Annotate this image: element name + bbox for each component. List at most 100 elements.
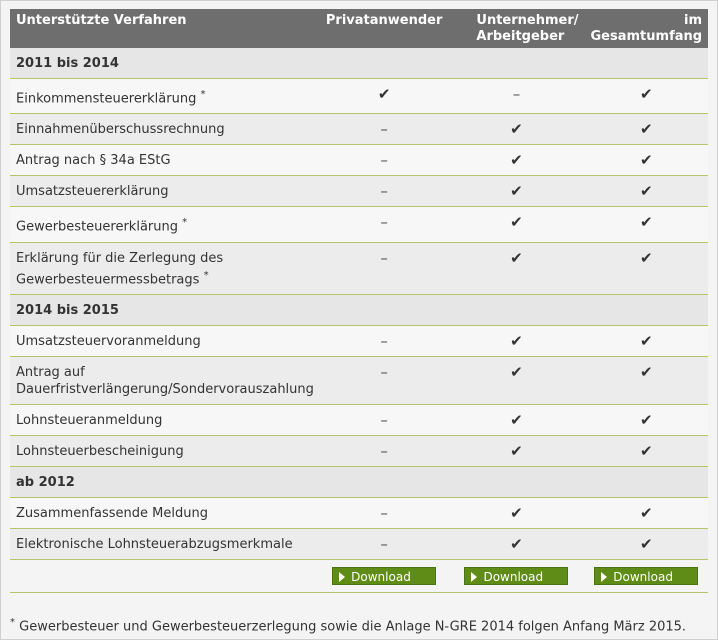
- table-row: Elektronische Lohnsteuerabzugsmerkmale – ✔…: [10, 528, 709, 560]
- check-icon: ✔: [448, 404, 585, 436]
- dash-icon: –: [319, 325, 449, 357]
- dash-icon: –: [319, 528, 449, 560]
- footnote: * Gewerbesteuer und Gewerbesteuerzerlegu…: [10, 617, 686, 634]
- procedure-label: Einkommensteuererklärung *: [10, 78, 320, 115]
- procedure-label: Lohnsteueranmeldung: [10, 404, 320, 436]
- check-icon: ✔: [584, 242, 709, 295]
- table-row: Lohnsteueranmeldung – ✔ ✔: [10, 404, 709, 436]
- header-full: im Gesamtumfang: [584, 9, 709, 48]
- table-row: Einkommensteuererklärung * ✔ – ✔: [10, 78, 709, 115]
- procedure-label: Antrag nach § 34a EStG: [10, 144, 320, 177]
- procedure-label: Antrag auf Dauerfristverlängerung/Sonder…: [10, 356, 320, 405]
- table-row: Einnahmenüberschussrechnung – ✔ ✔: [10, 113, 709, 146]
- procedure-label: Umsatzsteuervoranmeldung: [10, 325, 320, 357]
- dash-icon: –: [319, 113, 449, 146]
- check-icon: ✔: [448, 356, 585, 405]
- check-icon: ✔: [584, 325, 709, 357]
- download-label: Download: [483, 569, 544, 584]
- section-title: ab 2012: [10, 466, 709, 498]
- procedure-label: Umsatzsteuererklärung: [10, 175, 320, 208]
- check-icon: ✔: [448, 206, 585, 243]
- procedure-name: Antrag nach § 34a EStG: [16, 153, 171, 169]
- procedure-name: Erklärung für die Zerlegung des Gewerbes…: [16, 250, 224, 287]
- header-business: Unternehmer/ Arbeitgeber: [448, 9, 585, 48]
- table-row: Antrag auf Dauerfristverlängerung/Sonder…: [10, 356, 709, 405]
- procedure-label: Elektronische Lohnsteuerabzugsmerkmale: [10, 528, 320, 560]
- table-header: Unterstützte Verfahren Privatanwender Un…: [10, 9, 709, 48]
- check-icon: ✔: [448, 325, 585, 357]
- procedure-name: Elektronische Lohnsteuerabzugsmerkmale: [16, 536, 293, 552]
- footnote-text: Gewerbesteuer und Gewerbesteuerzerlegung…: [19, 619, 687, 635]
- section-row: 2011 bis 2014: [10, 48, 709, 79]
- check-icon: ✔: [584, 113, 709, 146]
- download-label: Download: [613, 569, 673, 584]
- dash-icon: –: [319, 497, 449, 529]
- play-arrow-icon: [339, 571, 346, 582]
- dash-icon: –: [319, 206, 449, 243]
- check-icon: ✔: [584, 528, 709, 560]
- dash-icon: –: [319, 435, 449, 467]
- check-icon: ✔: [448, 528, 585, 560]
- check-icon: ✔: [448, 242, 585, 295]
- section-title: 2011 bis 2014: [10, 48, 709, 79]
- table-row: Erklärung für die Zerlegung des Gewerbes…: [10, 242, 709, 295]
- table-row: Zusammenfassende Meldung – ✔ ✔: [10, 497, 709, 529]
- header-procedures: Unterstützte Verfahren: [10, 9, 320, 48]
- procedure-label: Gewerbesteuererklärung *: [10, 206, 320, 243]
- asterisk: *: [203, 269, 209, 281]
- check-icon: ✔: [584, 404, 709, 436]
- procedure-name: Lohnsteuerbescheinigung: [16, 443, 184, 459]
- table-row: Lohnsteuerbescheinigung – ✔ ✔: [10, 435, 709, 467]
- section-row: ab 2012: [10, 466, 709, 498]
- table-row: Antrag nach § 34a EStG – ✔ ✔: [10, 144, 709, 177]
- procedure-name: Umsatzsteuererklärung: [16, 184, 169, 200]
- table-row: Gewerbesteuererklärung * – ✔ ✔: [10, 206, 709, 243]
- asterisk: *: [182, 217, 188, 229]
- dash-icon: –: [319, 356, 449, 405]
- check-icon: ✔: [448, 144, 585, 177]
- dash-icon: –: [319, 144, 449, 177]
- dash-icon: –: [319, 242, 449, 295]
- header-private: Privatanwender: [319, 9, 449, 48]
- check-icon: ✔: [448, 497, 585, 529]
- download-label: Download: [351, 569, 411, 584]
- procedure-name: Lohnsteueranmeldung: [16, 412, 163, 428]
- procedure-label: Einnahmenüberschussrechnung: [10, 113, 320, 146]
- section-title: 2014 bis 2015: [10, 294, 709, 326]
- procedure-name: Gewerbesteuererklärung: [16, 219, 178, 235]
- check-icon: ✔: [448, 435, 585, 467]
- check-icon: ✔: [584, 206, 709, 243]
- section-row: 2014 bis 2015: [10, 294, 709, 326]
- procedure-name: Umsatzsteuervoranmeldung: [16, 333, 201, 349]
- procedure-name: Einnahmenüberschussrechnung: [16, 122, 225, 138]
- table-row: Umsatzsteuervoranmeldung – ✔ ✔: [10, 325, 709, 357]
- check-icon: ✔: [448, 113, 585, 146]
- play-arrow-icon: [471, 571, 478, 582]
- check-icon: ✔: [584, 175, 709, 208]
- check-icon: ✔: [584, 435, 709, 467]
- check-icon: ✔: [584, 356, 709, 405]
- download-button[interactable]: Download: [594, 566, 699, 585]
- check-icon: ✔: [584, 78, 709, 115]
- download-button[interactable]: Download: [332, 566, 437, 585]
- asterisk: *: [200, 89, 206, 100]
- download-row: Download Download Download: [10, 559, 709, 593]
- procedure-name: Antrag auf Dauerfristverlängerung/Sonder…: [16, 364, 314, 397]
- dash-icon: –: [448, 78, 585, 115]
- check-icon: ✔: [584, 144, 709, 177]
- procedure-name: Einkommensteuererklärung: [16, 91, 197, 107]
- footnote-star: *: [10, 617, 15, 628]
- table-row: Umsatzsteuererklärung – ✔ ✔: [10, 175, 709, 208]
- procedure-label: Erklärung für die Zerlegung des Gewerbes…: [10, 242, 320, 295]
- check-icon: ✔: [319, 78, 449, 115]
- play-arrow-icon: [601, 571, 608, 582]
- dash-icon: –: [319, 404, 449, 436]
- procedure-label: Zusammenfassende Meldung: [10, 497, 320, 529]
- procedures-table: Unterstützte Verfahren Privatanwender Un…: [10, 9, 709, 593]
- download-button[interactable]: Download: [464, 566, 569, 585]
- check-icon: ✔: [448, 175, 585, 208]
- procedure-label: Lohnsteuerbescheinigung: [10, 435, 320, 467]
- check-icon: ✔: [584, 497, 709, 529]
- procedure-name: Zusammenfassende Meldung: [16, 505, 208, 521]
- dash-icon: –: [319, 175, 449, 208]
